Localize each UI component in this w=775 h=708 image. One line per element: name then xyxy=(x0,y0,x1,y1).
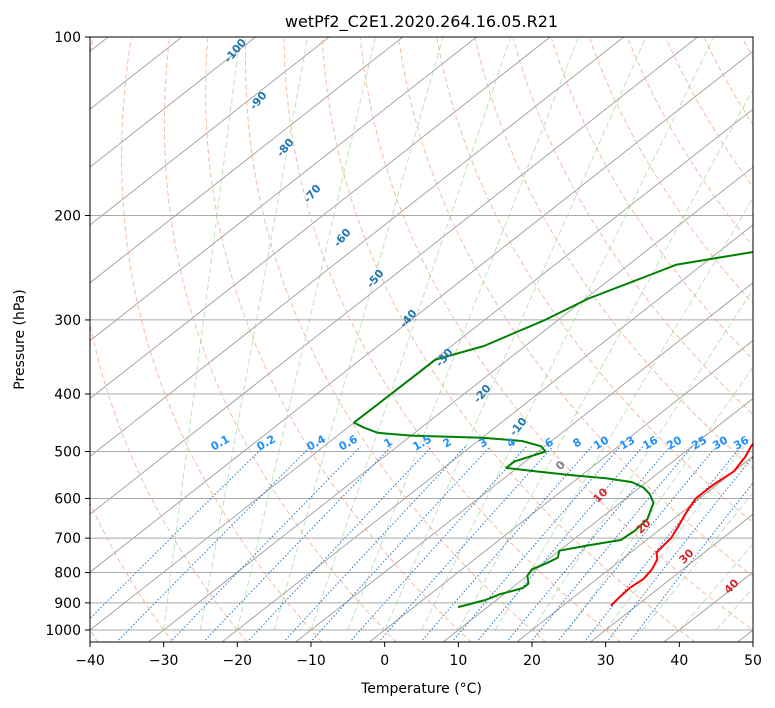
x-tick-label: −20 xyxy=(223,653,253,669)
dry-adiabat-line xyxy=(121,38,323,642)
moist-adiabat-line xyxy=(310,37,512,631)
mixing-ratio-line xyxy=(420,446,593,642)
x-axis-label: Temperature (°C) xyxy=(360,681,482,697)
dry-adiabat-line xyxy=(436,38,753,524)
mixing-ratio-line xyxy=(556,446,717,642)
mixing-ratio-line xyxy=(606,456,753,642)
moist-adiabat-line xyxy=(163,37,241,631)
y-tick-label: 900 xyxy=(54,596,81,612)
isotherm-line xyxy=(147,166,753,642)
mixing-ratio-line xyxy=(451,446,621,642)
x-tick-label: 30 xyxy=(597,653,615,669)
mixing-ratio-line xyxy=(629,482,753,642)
dewpoint-profile-line xyxy=(353,250,753,609)
y-tick-label: 1000 xyxy=(45,623,81,639)
mixing-ratio-line xyxy=(378,446,554,642)
chart-title: wetPf2_C2E1.2020.264.16.05.R21 xyxy=(285,12,558,32)
mixing-ratio-line xyxy=(309,446,491,642)
mixing-ratio-line xyxy=(505,446,671,642)
y-tick-label: 400 xyxy=(54,387,81,403)
isotherm-line xyxy=(368,340,753,642)
isotherm-line xyxy=(515,455,753,642)
isotherm-line xyxy=(90,37,699,515)
dry-adiabat-line xyxy=(283,38,622,642)
isotherm-line xyxy=(90,108,753,631)
background-lines xyxy=(90,37,753,642)
moist-adiabat-line xyxy=(457,88,753,631)
y-tick-label: 100 xyxy=(54,30,81,46)
axis-ticks: −40 −30 −20 −10 0 10 20 30 40 50 100 200 300 400 500 60… xyxy=(45,30,762,669)
y-tick-label: 600 xyxy=(54,491,81,507)
x-tick-label: 40 xyxy=(670,653,688,669)
mixing-ratio-line xyxy=(283,446,466,642)
plot-area xyxy=(90,37,753,642)
isotherm-line xyxy=(221,224,753,642)
x-tick-label: −10 xyxy=(296,653,326,669)
mixing-ratio-line xyxy=(530,446,693,642)
dry-adiabat-line xyxy=(90,38,248,642)
mixing-ratio-line xyxy=(90,446,265,620)
dry-adiabat-line xyxy=(245,38,547,642)
dry-adiabat-line xyxy=(360,38,753,631)
isotherm-line xyxy=(442,397,753,642)
isotherm-line xyxy=(90,50,753,573)
x-tick-label: 50 xyxy=(744,653,762,669)
moist-adiabat-line xyxy=(236,37,376,631)
y-axis-label: Pressure (hPa) xyxy=(12,289,28,389)
dry-adiabat-line xyxy=(321,38,696,642)
moist-adiabat-line xyxy=(421,37,715,631)
moist-adiabat-line xyxy=(531,288,753,631)
isotherm-line xyxy=(90,37,625,457)
isotherm-line xyxy=(90,37,330,226)
x-tick-label: 20 xyxy=(523,653,541,669)
x-tick-label: 10 xyxy=(449,653,467,669)
dry-adiabat-line xyxy=(163,38,398,642)
y-tick-label: 200 xyxy=(54,209,81,225)
isotherm-line xyxy=(90,37,257,168)
mixing-ratio-line xyxy=(169,446,361,642)
moist-adiabat-line xyxy=(642,492,753,631)
dry-adiabat-line xyxy=(398,38,753,577)
y-tick-label: 500 xyxy=(54,444,81,460)
x-tick-label: −30 xyxy=(149,653,179,669)
mixing-ratio-line xyxy=(246,446,433,642)
isotherm-line xyxy=(294,282,753,642)
plot-frame xyxy=(89,36,754,643)
mixing-ratio-line xyxy=(115,446,312,642)
isotherm-line xyxy=(90,37,404,284)
dry-adiabat-line xyxy=(474,38,753,470)
isotherm-line xyxy=(90,37,478,342)
isotherm-line xyxy=(90,37,551,400)
moist-adiabat-line xyxy=(200,37,309,631)
y-tick-label: 800 xyxy=(54,566,81,582)
y-tick-label: 300 xyxy=(54,313,81,329)
moist-adiabat-line xyxy=(273,37,444,631)
moist-adiabat-line xyxy=(568,366,753,631)
isotherm-line xyxy=(589,513,753,642)
series-layer xyxy=(353,250,753,609)
y-tick-label: 700 xyxy=(54,531,81,547)
moist-adiabat-line xyxy=(494,197,753,631)
moist-adiabat-line xyxy=(347,37,579,631)
temperature-profile-line xyxy=(610,442,753,607)
x-tick-label: 0 xyxy=(380,653,389,669)
x-tick-label: −40 xyxy=(75,653,105,669)
